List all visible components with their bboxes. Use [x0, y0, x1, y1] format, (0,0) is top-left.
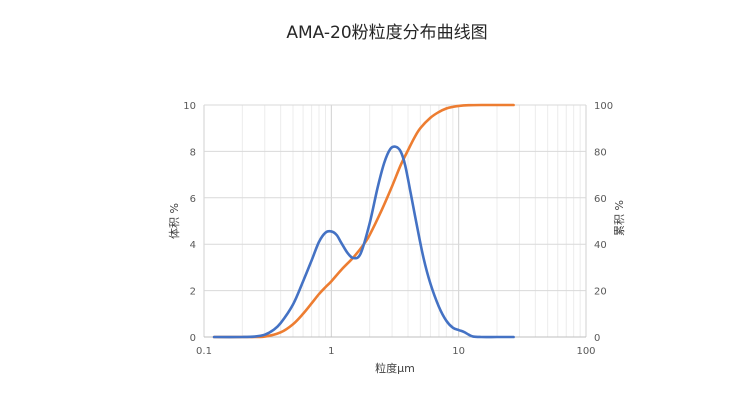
series-layer	[212, 103, 515, 339]
y-axis-right-title: 累积 %	[613, 200, 626, 236]
y-right-tick-label: 80	[594, 147, 607, 158]
x-tick-label: 100	[576, 346, 595, 357]
y-right-tick-label: 100	[594, 101, 613, 112]
volume-series-line	[212, 145, 515, 339]
y-left-tick-label: 6	[190, 194, 196, 205]
y-right-tick-label: 20	[594, 287, 607, 298]
chart-title: AMA-20粉粒度分布曲线图	[286, 23, 487, 43]
y-right-tick-label: 40	[594, 240, 607, 251]
y-left-tick-label: 8	[190, 147, 196, 158]
x-axis-title: 粒度μm	[375, 361, 415, 375]
y-right-tick-label: 60	[594, 194, 607, 205]
y-left-tick-label: 10	[183, 101, 196, 112]
x-tick-label: 1	[328, 346, 334, 357]
x-tick-label: 0.1	[196, 346, 212, 357]
grid	[203, 104, 587, 338]
x-tick-label: 10	[452, 346, 465, 357]
y-left-tick-label: 0	[190, 333, 196, 344]
y-axis-left-title: 体积 %	[167, 203, 181, 239]
cumulative-series-line	[212, 103, 515, 339]
y-left-tick-label: 4	[190, 240, 196, 251]
y-left-tick-label: 2	[190, 287, 196, 298]
y-right-tick-label: 0	[594, 333, 600, 344]
